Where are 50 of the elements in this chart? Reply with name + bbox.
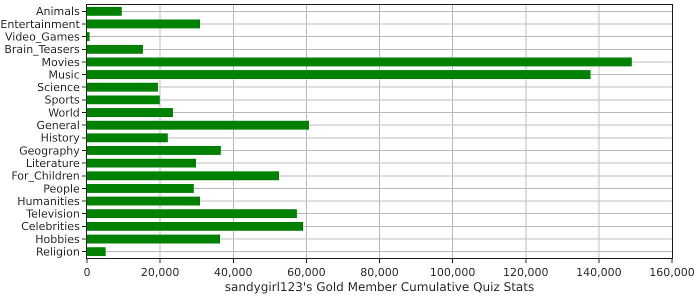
bar: [87, 234, 220, 244]
x-tick-label: 80,000: [360, 266, 399, 280]
y-tick-label: For_Children: [11, 170, 80, 183]
bar: [87, 184, 194, 193]
y-tick-label: History: [40, 132, 80, 145]
bar: [87, 32, 90, 42]
bar: [87, 82, 158, 92]
bar: [87, 133, 168, 142]
bar: [87, 196, 200, 206]
y-tick-label: Geography: [19, 144, 80, 158]
bar: [87, 70, 590, 79]
bar: [87, 95, 160, 104]
bar: [87, 120, 309, 130]
y-tick-label: Entertainment: [0, 18, 80, 31]
bar: [87, 209, 297, 218]
x-tick-label: 160,000: [649, 266, 695, 280]
x-tick-label: 40,000: [214, 266, 252, 280]
x-tick-label: 140,000: [576, 266, 622, 280]
x-tick-label: 20,000: [140, 266, 180, 280]
y-tick-label: Movies: [42, 56, 80, 69]
y-tick-label: Celebrities: [21, 220, 80, 234]
bar: [87, 247, 106, 256]
y-tick-label: Brain_Teasers: [4, 43, 80, 56]
x-axis-title: sandygirl123's Gold Member Cumulative Quiz Stats: [224, 280, 534, 294]
x-tick-label: 0: [84, 266, 90, 280]
bar: [87, 58, 632, 66]
y-tick-label: People: [43, 182, 80, 196]
bar: [87, 222, 304, 231]
y-tick-label: Hobbies: [35, 232, 80, 246]
y-tick-label: Television: [25, 208, 80, 221]
x-tick-label: 60,000: [287, 266, 326, 280]
y-tick-label: Sports: [44, 94, 80, 107]
y-tick-label: Animals: [36, 5, 80, 18]
bar: [87, 158, 196, 168]
y-tick-label: Religion: [36, 246, 80, 259]
y-tick-label: Science: [37, 81, 80, 94]
y-tick-label: Literature: [26, 156, 80, 170]
y-tick-label: Humanities: [17, 194, 80, 208]
bar: [87, 44, 143, 54]
y-tick-label: Music: [48, 68, 80, 82]
y-tick-label: Video_Games: [4, 30, 80, 44]
bar: [87, 108, 173, 117]
bar: [87, 171, 279, 180]
y-tick-label: General: [36, 119, 80, 132]
bar: [87, 20, 200, 28]
y-tick-label: World: [48, 106, 80, 120]
x-tick-label: 120,000: [503, 266, 548, 280]
bar: [87, 146, 221, 155]
x-tick-label: 100,000: [430, 266, 476, 280]
bar: [87, 6, 122, 16]
